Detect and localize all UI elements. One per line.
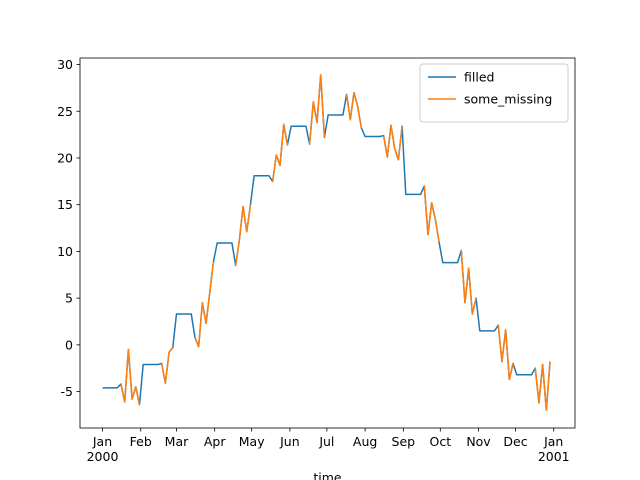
x-tick-label: Oct	[429, 434, 451, 449]
legend-label: some_missing	[464, 92, 552, 107]
x-tick-label: May	[239, 434, 265, 449]
y-tick-label: 20	[57, 150, 73, 165]
y-tick-label: 5	[65, 291, 73, 306]
y-tick-label: 0	[65, 337, 73, 352]
x-tick-label: Jan 2001	[538, 434, 570, 464]
data-line	[120, 74, 551, 411]
data-line	[102, 74, 551, 411]
y-tick-label: 30	[57, 57, 73, 72]
x-tick-label: Feb	[130, 434, 152, 449]
y-tick-label: 10	[57, 244, 73, 259]
y-tick-label: -5	[61, 384, 73, 399]
legend: filled some_missing	[419, 63, 569, 123]
x-tick-label: Sep	[392, 434, 416, 449]
y-tick-label: 15	[57, 197, 73, 212]
x-tick-label: Jan 2000	[87, 434, 119, 464]
x-tick-label: Apr	[204, 434, 226, 449]
x-tick-label: Nov	[466, 434, 491, 449]
legend-box	[419, 63, 569, 123]
x-tick-label: Mar	[165, 434, 189, 449]
x-tick-label: Aug	[353, 434, 377, 449]
x-tick-label: Dec	[503, 434, 527, 449]
legend-label: filled	[464, 70, 494, 85]
y-tick-label: 25	[57, 104, 73, 119]
plot-frame	[79, 57, 576, 429]
x-axis-label: time	[313, 470, 342, 480]
x-tick-label: Jun	[279, 434, 300, 449]
x-tick-label: Jul	[318, 434, 334, 449]
